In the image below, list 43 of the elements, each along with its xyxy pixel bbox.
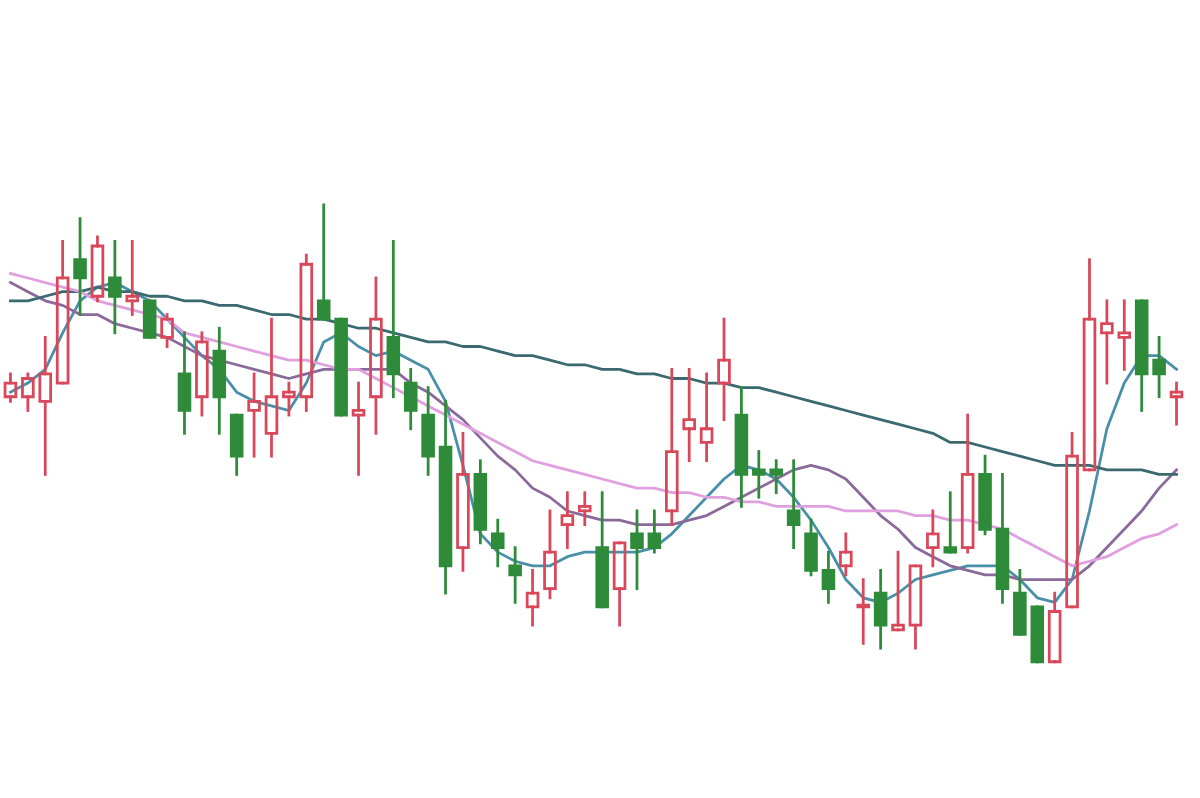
candlestick (490, 518, 505, 568)
candlestick (90, 235, 105, 303)
candlestick (821, 550, 836, 604)
candlestick (508, 546, 522, 604)
candlestick (108, 240, 122, 335)
candlestick (351, 381, 366, 476)
candlestick (734, 386, 749, 508)
candlestick (421, 386, 435, 476)
candlestick (995, 473, 1010, 604)
candlestick (873, 568, 888, 650)
candlestick (647, 509, 662, 554)
candlestick (525, 568, 540, 627)
candlestick (438, 399, 453, 595)
candlestick (369, 276, 383, 435)
candlestick (386, 240, 401, 399)
candlestick (960, 413, 975, 554)
candlestick (177, 331, 192, 435)
candlestick (717, 317, 731, 421)
candlestick (212, 326, 227, 435)
candlestick (665, 367, 679, 527)
candlestick (73, 217, 87, 316)
candlestick (577, 491, 592, 527)
candlestick (456, 431, 470, 572)
candlestick (247, 372, 261, 458)
candlestick (560, 491, 575, 549)
candlestick (630, 509, 644, 591)
candlestick (699, 372, 714, 463)
candlestick (1117, 299, 1132, 371)
candlestick (195, 331, 209, 417)
candlestick (926, 509, 940, 568)
candlestick (403, 367, 418, 431)
candlestick (786, 459, 801, 549)
candlestick (1152, 335, 1166, 399)
candlestick (1169, 381, 1184, 426)
candlestick (473, 459, 488, 545)
candlestick (3, 372, 18, 403)
candlestick (1100, 299, 1114, 385)
candlestick (856, 578, 871, 645)
candlestick (839, 532, 853, 577)
candlestick (264, 317, 279, 458)
candlestick (299, 253, 314, 412)
candlestick (125, 240, 140, 316)
candlestick (682, 367, 696, 463)
